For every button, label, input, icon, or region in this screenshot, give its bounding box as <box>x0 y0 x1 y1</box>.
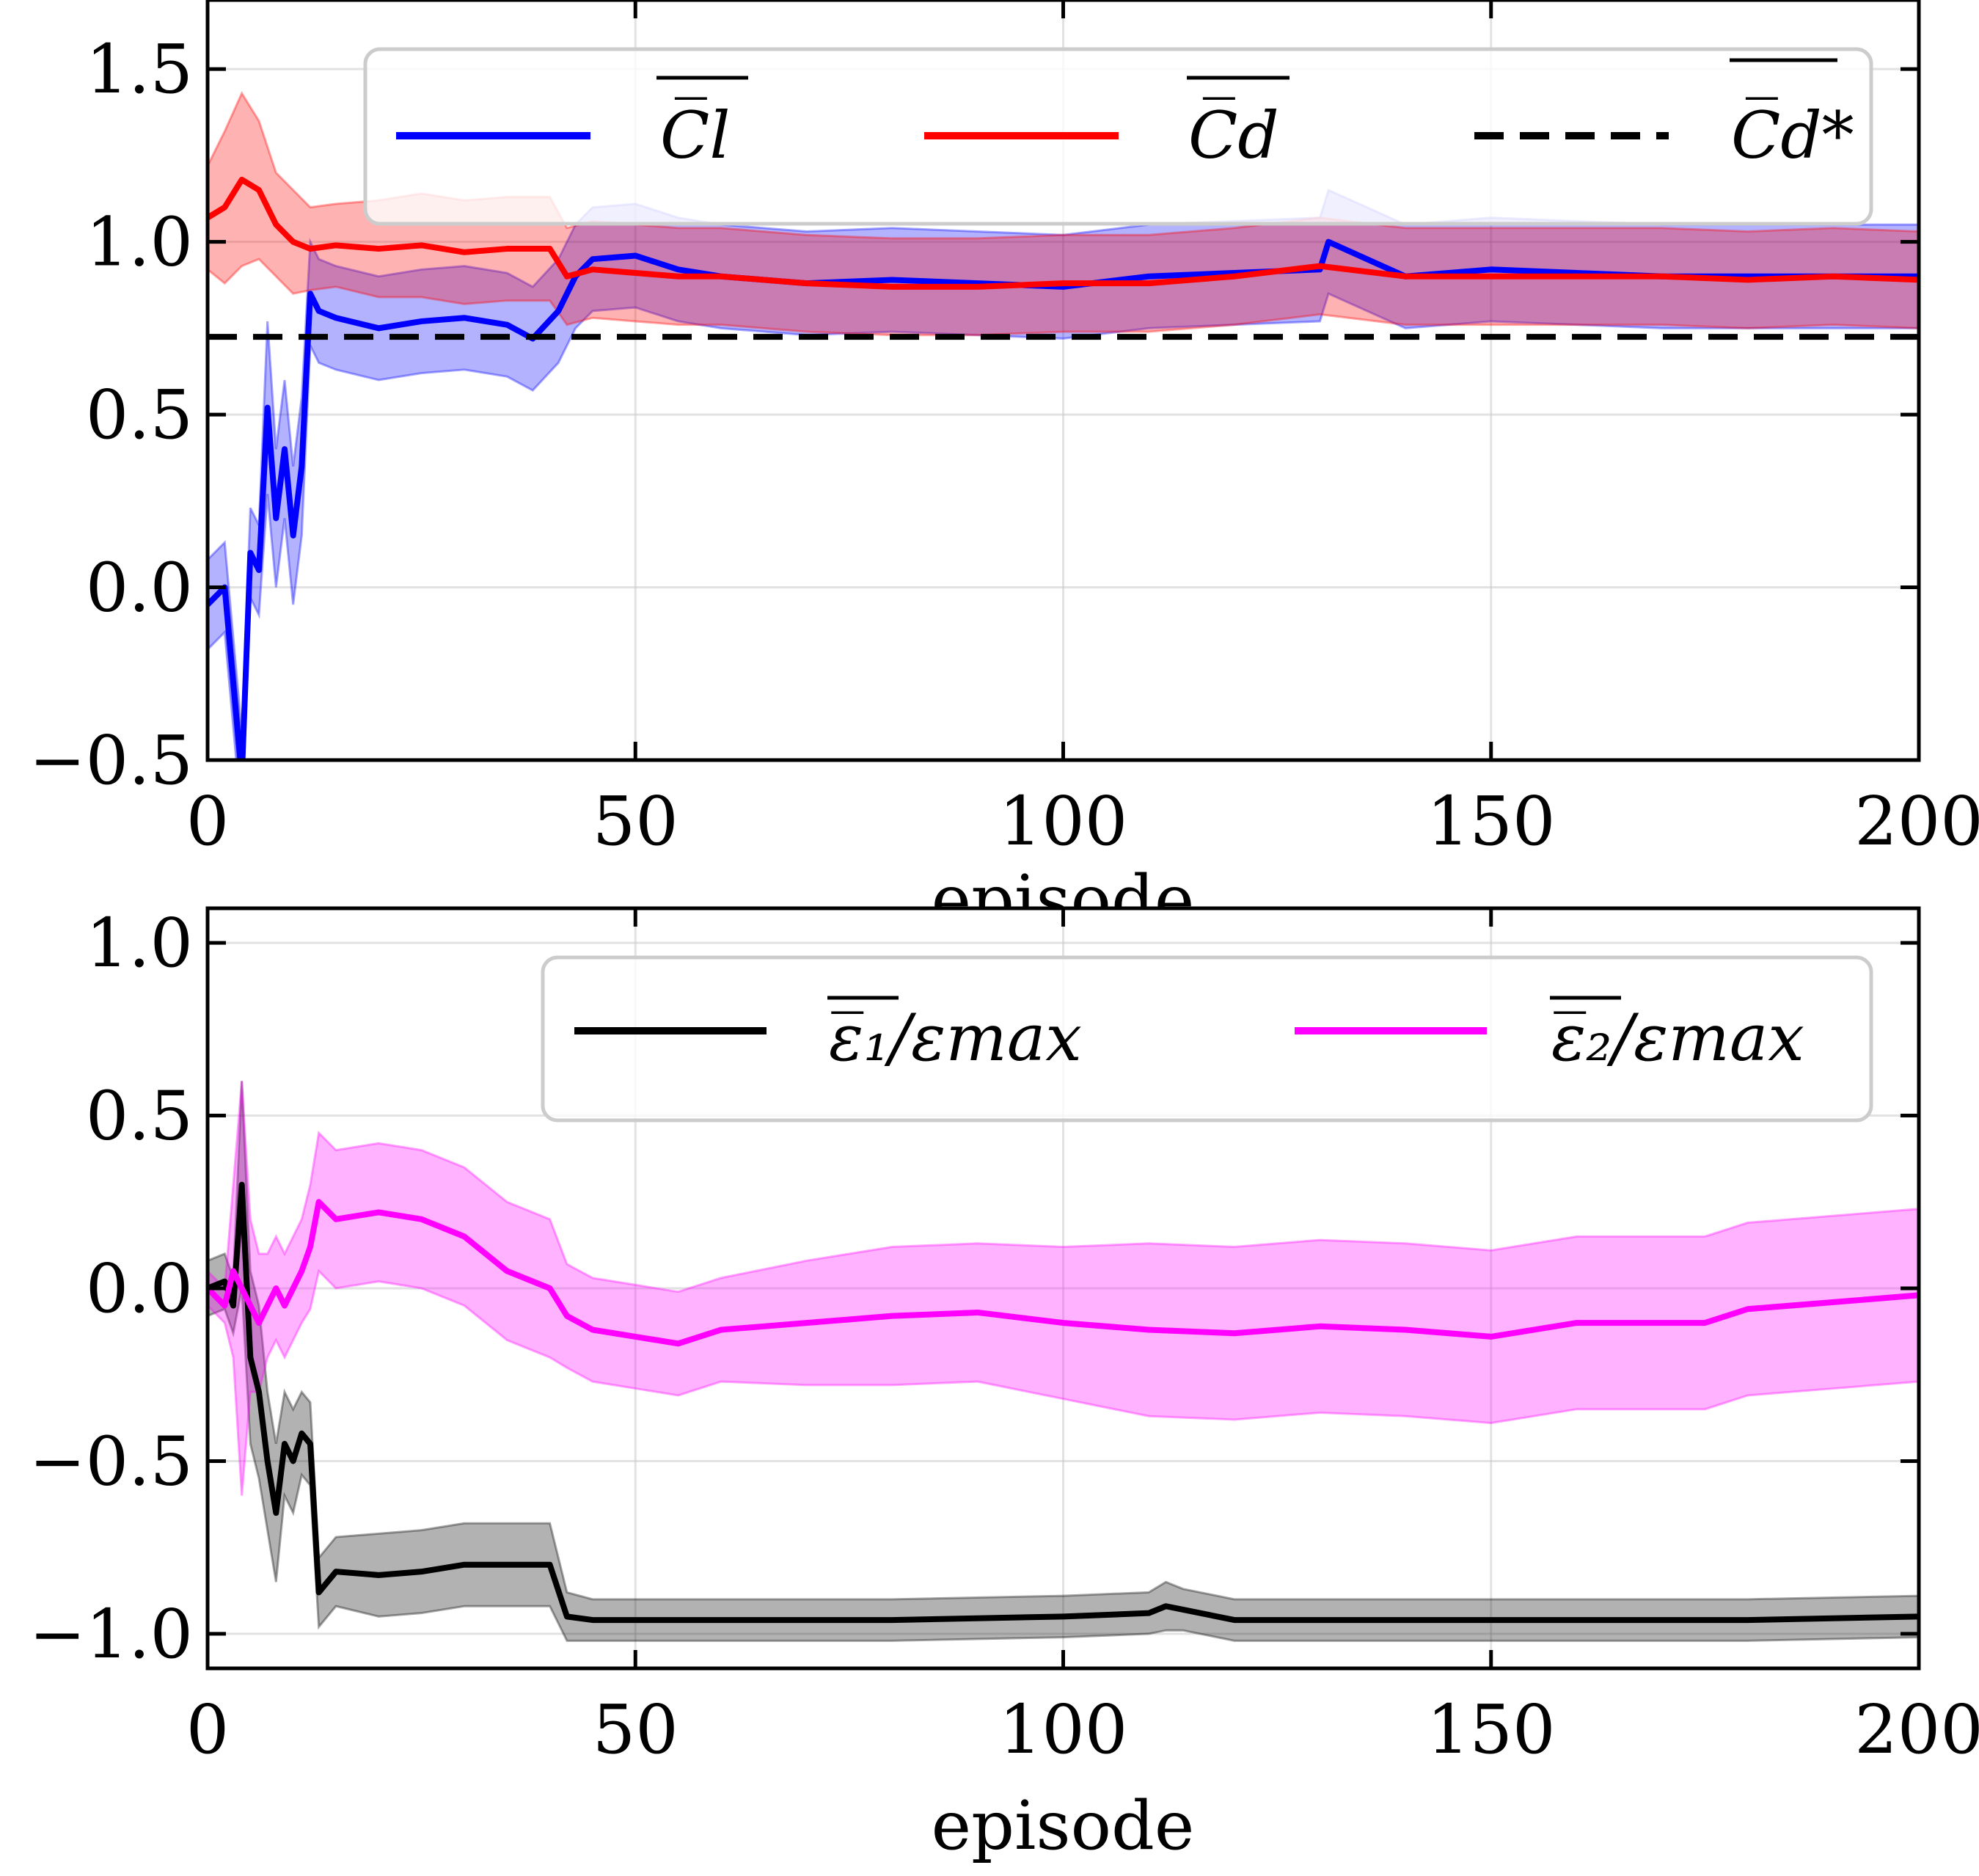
top-legend: C̅l C̅d C̅d* <box>363 47 1873 226</box>
cd-mean-line <box>208 176 1919 290</box>
y-tick-label: 1.0 <box>86 203 193 282</box>
y-tick-label: 0.5 <box>86 1077 193 1156</box>
x-tick-label: 0 <box>186 1690 230 1769</box>
x-tick-label: 50 <box>593 782 678 861</box>
x-tick-label: 100 <box>999 782 1128 861</box>
eps2-eps-max-line <box>208 1199 1919 1347</box>
coefficients-panel: 0 50 100 150 200 −0.5 0.0 0.5 1.0 1.5 C̅l C̅d C̅d… <box>29 0 1979 939</box>
x-tick-label: 100 <box>999 1690 1128 1769</box>
legend-cl-label: C̅l <box>660 97 730 173</box>
y-tick-label: 0.0 <box>86 549 193 627</box>
errors-panel: 0 50 100 150 200 −1.0 −0.5 0.0 0.5 1.0 ε̅₁/εmax ε… <box>29 904 1979 1865</box>
eps1-eps-max-line <box>208 1181 1919 1624</box>
y-tick-label: 0.5 <box>86 376 193 454</box>
top-lines <box>208 176 1919 760</box>
top-ticks <box>205 0 1921 762</box>
x-tick-label: 200 <box>1854 1690 1979 1769</box>
legend-cd-label: C̅d <box>1188 97 1279 173</box>
y-tick-label: 1.0 <box>86 904 193 982</box>
y-tick-label: 0.0 <box>86 1249 193 1328</box>
top-tick-labels: 0 50 100 150 200 −0.5 0.0 0.5 1.0 1.5 <box>29 30 1979 861</box>
bottom-x-axis-title: episode <box>932 1786 1195 1865</box>
x-tick-label: 0 <box>186 782 230 861</box>
x-tick-label: 50 <box>593 1690 678 1769</box>
cl-mean-band <box>208 188 1919 760</box>
bottom-ticks <box>205 908 1921 1668</box>
bottom-legend: ε̅₁/εmax ε̅₂/εmax <box>541 955 1873 1123</box>
y-tick-label: −0.5 <box>29 1422 193 1500</box>
eps2-eps-max-band <box>208 1081 1919 1496</box>
x-tick-label: 150 <box>1427 782 1556 861</box>
bottom-bands <box>208 1081 1919 1642</box>
y-tick-label: −1.0 <box>29 1595 193 1674</box>
legend-eps2-label: ε̅₂/εmax <box>1551 1000 1804 1076</box>
y-tick-label: −0.5 <box>29 721 193 800</box>
bottom-lines <box>208 1181 1919 1624</box>
x-tick-label: 150 <box>1427 1690 1556 1769</box>
legend-eps1-label: ε̅₁/εmax <box>829 1000 1082 1076</box>
y-tick-label: 1.5 <box>86 30 193 109</box>
legend-cdstar-label: C̅d* <box>1731 97 1854 173</box>
bottom-tick-labels: 0 50 100 150 200 −1.0 −0.5 0.0 0.5 1.0 <box>29 904 1979 1769</box>
x-tick-label: 200 <box>1854 782 1979 861</box>
eps1-eps-max-band <box>208 1081 1919 1642</box>
